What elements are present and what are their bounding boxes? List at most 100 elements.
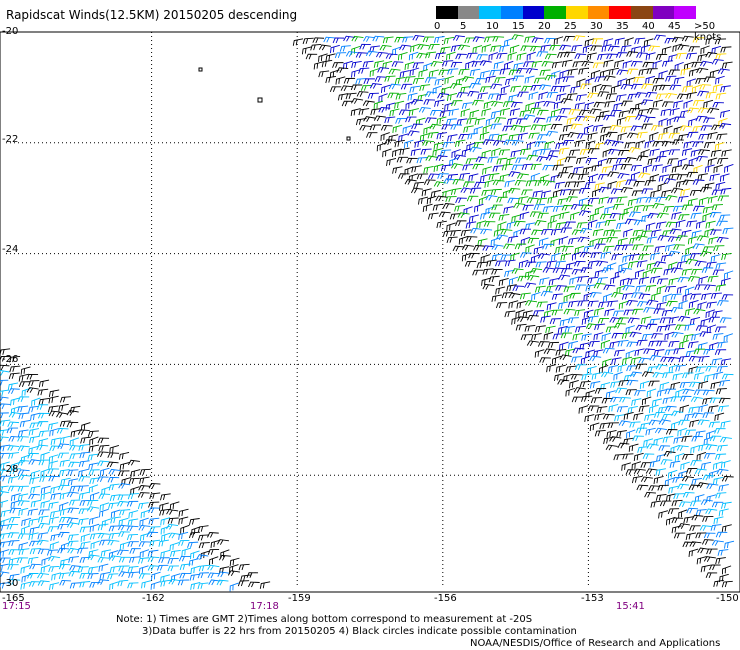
wind-barb [524, 35, 536, 43]
wind-barb [555, 142, 566, 150]
wind-barb [465, 236, 478, 242]
wind-barb [578, 197, 589, 206]
legend-swatch [436, 6, 458, 19]
wind-barb [594, 206, 605, 215]
wind-barb [699, 60, 713, 67]
wind-barb [446, 236, 458, 243]
wind-barb [705, 508, 718, 515]
wind-barb [68, 570, 81, 577]
wind-barb [160, 493, 171, 501]
wind-barb [703, 99, 714, 109]
wind-barb [382, 60, 393, 69]
wind-barb [560, 268, 573, 274]
wind-barb [640, 462, 652, 468]
wind-barb [26, 387, 39, 393]
wind-barb [398, 133, 409, 142]
wind-barb [0, 396, 9, 403]
wind-barb [189, 531, 201, 539]
wind-barb [690, 445, 700, 454]
wind-barb [711, 45, 722, 55]
wind-barb [535, 325, 546, 333]
wind-barb [693, 348, 706, 355]
wind-barb [334, 52, 347, 59]
wind-swath-west [0, 348, 271, 592]
wind-barb [550, 108, 561, 118]
wind-barb [657, 406, 669, 414]
wind-barb [59, 491, 70, 500]
wind-barb [659, 84, 671, 91]
wind-barb [490, 123, 502, 130]
wind-barb [604, 219, 616, 226]
wind-barb [454, 139, 466, 148]
wind-barb [682, 164, 694, 171]
wind-barb [37, 388, 49, 396]
wind-barb [643, 116, 656, 123]
wind-barb [672, 372, 683, 381]
wind-barb [6, 523, 19, 530]
wind-barb [671, 36, 684, 43]
wind-barb [491, 147, 501, 157]
wind-barb [110, 516, 122, 524]
wind-barb [496, 93, 507, 101]
wind-barb [657, 182, 667, 192]
wind-barb [703, 453, 716, 459]
legend-swatch [609, 6, 632, 19]
wind-barb [189, 573, 201, 581]
wind-barb [454, 204, 466, 212]
wind-barb [508, 69, 521, 76]
wind-map [0, 31, 740, 593]
wind-barb [399, 147, 410, 156]
wind-barb [655, 53, 668, 60]
wind-barb [80, 422, 91, 431]
wind-barb [681, 148, 693, 156]
wind-barb [490, 83, 503, 90]
wind-barb [497, 221, 507, 231]
wind-barb [686, 171, 698, 178]
wind-barb [504, 259, 516, 267]
wind-barb [720, 187, 732, 195]
wind-barb [539, 277, 550, 285]
wind-barb [149, 492, 161, 500]
wind-barb [148, 507, 160, 514]
wind-barb [522, 310, 533, 318]
wind-barb [626, 365, 638, 372]
wind-barb [38, 459, 50, 466]
wind-barb [612, 163, 623, 171]
wind-barb [107, 476, 120, 483]
wind-barb [602, 148, 612, 158]
wind-barb [537, 134, 549, 140]
wind-barb [40, 491, 51, 501]
wind-barb [614, 322, 626, 329]
wind-barb [716, 133, 728, 140]
wind-barb [508, 171, 521, 177]
wind-barb [679, 340, 689, 349]
wind-barb [686, 468, 698, 474]
wind-barb [652, 60, 662, 69]
wind-barb [365, 50, 378, 57]
wind-barb [667, 236, 680, 243]
wind-barb [423, 179, 436, 186]
wind-barb [533, 246, 544, 255]
wind-barb [607, 262, 617, 272]
wind-barb [519, 292, 531, 300]
wind-barb [664, 405, 677, 412]
wind-barb [705, 309, 716, 318]
wind-barb [87, 430, 99, 437]
wind-barb [57, 484, 70, 491]
wind-barb [485, 117, 496, 126]
wind-barb [552, 189, 563, 198]
wind-barb [626, 299, 638, 306]
wind-barb [7, 421, 20, 428]
wind-barb [650, 252, 661, 261]
wind-barb [491, 269, 503, 275]
wind-barb [508, 292, 521, 299]
wind-swath-east [292, 34, 735, 588]
wind-barb [67, 540, 79, 547]
wind-barb [490, 110, 502, 118]
wind-barb [651, 398, 662, 407]
wind-barb [618, 110, 630, 118]
wind-barb [480, 173, 490, 183]
wind-barb [534, 349, 545, 358]
wind-barb [597, 174, 610, 180]
wind-barb [555, 349, 567, 356]
